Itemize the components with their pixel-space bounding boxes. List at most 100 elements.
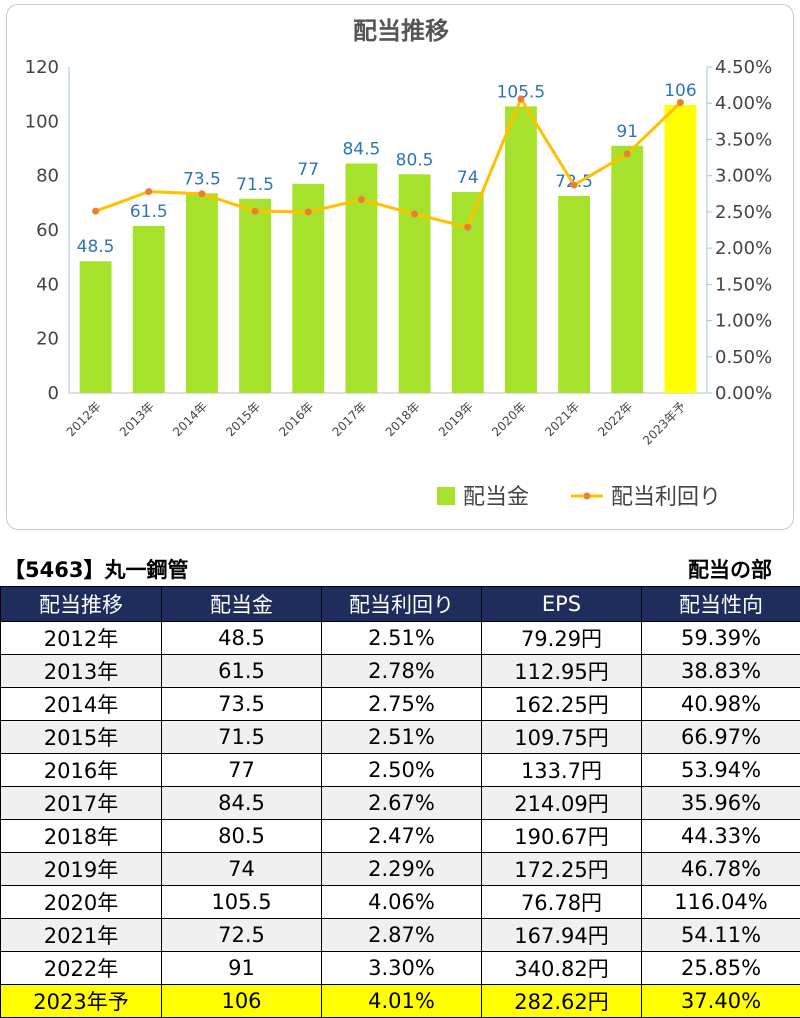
col-header-eps: EPS bbox=[482, 587, 642, 622]
cell-dividend: 105.5 bbox=[162, 886, 322, 919]
bar bbox=[452, 192, 484, 393]
y-left-tick-label: 60 bbox=[36, 220, 59, 241]
cell-payout: 44.33% bbox=[642, 820, 800, 853]
bar-data-label: 84.5 bbox=[342, 139, 380, 159]
cell-year: 2019年 bbox=[1, 853, 162, 886]
cell-yield: 2.50% bbox=[322, 754, 482, 787]
x-tick-label: 2022年 bbox=[595, 399, 635, 439]
cell-yield: 4.01% bbox=[322, 985, 482, 1018]
table-heading: 【5463】丸一鋼管 配当の部 bbox=[0, 548, 800, 584]
bar-data-label: 74 bbox=[457, 168, 479, 188]
cell-yield: 2.67% bbox=[322, 787, 482, 820]
cell-eps: 167.94円 bbox=[482, 919, 642, 952]
yield-point bbox=[92, 208, 99, 215]
cell-dividend: 74 bbox=[162, 853, 322, 886]
y-right-tick-label: 3.50% bbox=[715, 129, 772, 150]
cell-year: 2022年 bbox=[1, 952, 162, 985]
bar bbox=[239, 199, 271, 393]
cell-eps: 109.75円 bbox=[482, 721, 642, 754]
cell-payout: 38.83% bbox=[642, 655, 800, 688]
cell-eps: 172.25円 bbox=[482, 853, 642, 886]
cell-dividend: 80.5 bbox=[162, 820, 322, 853]
cell-payout: 40.98% bbox=[642, 688, 800, 721]
cell-year: 2014年 bbox=[1, 688, 162, 721]
x-tick-label: 2018年 bbox=[383, 399, 423, 439]
cell-payout: 54.11% bbox=[642, 919, 800, 952]
y-left-tick-label: 120 bbox=[25, 57, 59, 78]
table-header: 配当推移 配当金 配当利回り EPS 配当性向 bbox=[1, 587, 800, 622]
bar bbox=[558, 196, 590, 393]
cell-payout: 35.96% bbox=[642, 787, 800, 820]
stock-label: 【5463】丸一鋼管 bbox=[4, 554, 188, 584]
bar-data-label: 77 bbox=[297, 160, 319, 180]
cell-eps: 79.29円 bbox=[482, 622, 642, 655]
cell-yield: 2.47% bbox=[322, 820, 482, 853]
cell-dividend: 48.5 bbox=[162, 622, 322, 655]
x-tick-label: 2014年 bbox=[170, 399, 210, 439]
cell-year: 2020年 bbox=[1, 886, 162, 919]
cell-year: 2016年 bbox=[1, 754, 162, 787]
cell-eps: 282.62円 bbox=[482, 985, 642, 1018]
legend-label-yield: 配当利回り bbox=[611, 485, 721, 510]
x-tick-label: 2019年 bbox=[436, 399, 476, 439]
cell-dividend: 84.5 bbox=[162, 787, 322, 820]
y-right-tick-label: 0.50% bbox=[715, 347, 772, 368]
cell-year: 2013年 bbox=[1, 655, 162, 688]
cell-dividend: 91 bbox=[162, 952, 322, 985]
dividend-chart: 配当推移0204060801001200.00%0.50%1.00%1.50%2… bbox=[7, 5, 795, 531]
cell-payout: 25.85% bbox=[642, 952, 800, 985]
cell-year: 2023年予 bbox=[1, 985, 162, 1018]
cell-eps: 133.7円 bbox=[482, 754, 642, 787]
col-header-yield: 配当利回り bbox=[322, 587, 482, 622]
cell-payout: 53.94% bbox=[642, 754, 800, 787]
cell-yield: 2.78% bbox=[322, 655, 482, 688]
bar bbox=[399, 174, 431, 393]
y-right-tick-label: 2.00% bbox=[715, 238, 772, 259]
y-left-tick-label: 100 bbox=[25, 111, 59, 132]
x-tick-label: 2020年 bbox=[489, 399, 529, 439]
bar-data-label: 80.5 bbox=[396, 150, 434, 170]
x-tick-label: 2012年 bbox=[64, 399, 104, 439]
bar-data-label: 106 bbox=[664, 81, 696, 101]
bar-data-label: 71.5 bbox=[236, 175, 274, 195]
x-tick-label: 2023年予 bbox=[640, 399, 688, 447]
yield-point bbox=[464, 224, 471, 231]
cell-dividend: 72.5 bbox=[162, 919, 322, 952]
y-left-tick-label: 40 bbox=[36, 274, 59, 295]
y-right-tick-label: 1.50% bbox=[715, 274, 772, 295]
section-label: 配当の部 bbox=[688, 554, 772, 584]
y-right-tick-label: 4.00% bbox=[715, 93, 772, 114]
yield-point bbox=[517, 95, 524, 102]
cell-eps: 340.82円 bbox=[482, 952, 642, 985]
cell-dividend: 73.5 bbox=[162, 688, 322, 721]
cell-payout: 46.78% bbox=[642, 853, 800, 886]
legend-swatch-dividend bbox=[437, 487, 455, 505]
x-tick-label: 2017年 bbox=[330, 399, 370, 439]
y-left-tick-label: 0 bbox=[48, 383, 59, 404]
x-tick-label: 2016年 bbox=[276, 399, 316, 439]
yield-point bbox=[305, 208, 312, 215]
cell-yield: 2.51% bbox=[322, 622, 482, 655]
col-header-year: 配当推移 bbox=[1, 587, 162, 622]
legend-label-dividend: 配当金 bbox=[463, 485, 529, 510]
bar bbox=[664, 105, 696, 393]
cell-dividend: 77 bbox=[162, 754, 322, 787]
y-right-tick-label: 0.00% bbox=[715, 383, 772, 404]
bar-data-label: 73.5 bbox=[183, 169, 221, 189]
cell-eps: 214.09円 bbox=[482, 787, 642, 820]
yield-line bbox=[96, 99, 681, 227]
bar-data-label: 91 bbox=[616, 122, 638, 142]
cell-yield: 2.87% bbox=[322, 919, 482, 952]
y-right-tick-label: 4.50% bbox=[715, 57, 772, 78]
cell-eps: 190.67円 bbox=[482, 820, 642, 853]
cell-year: 2021年 bbox=[1, 919, 162, 952]
